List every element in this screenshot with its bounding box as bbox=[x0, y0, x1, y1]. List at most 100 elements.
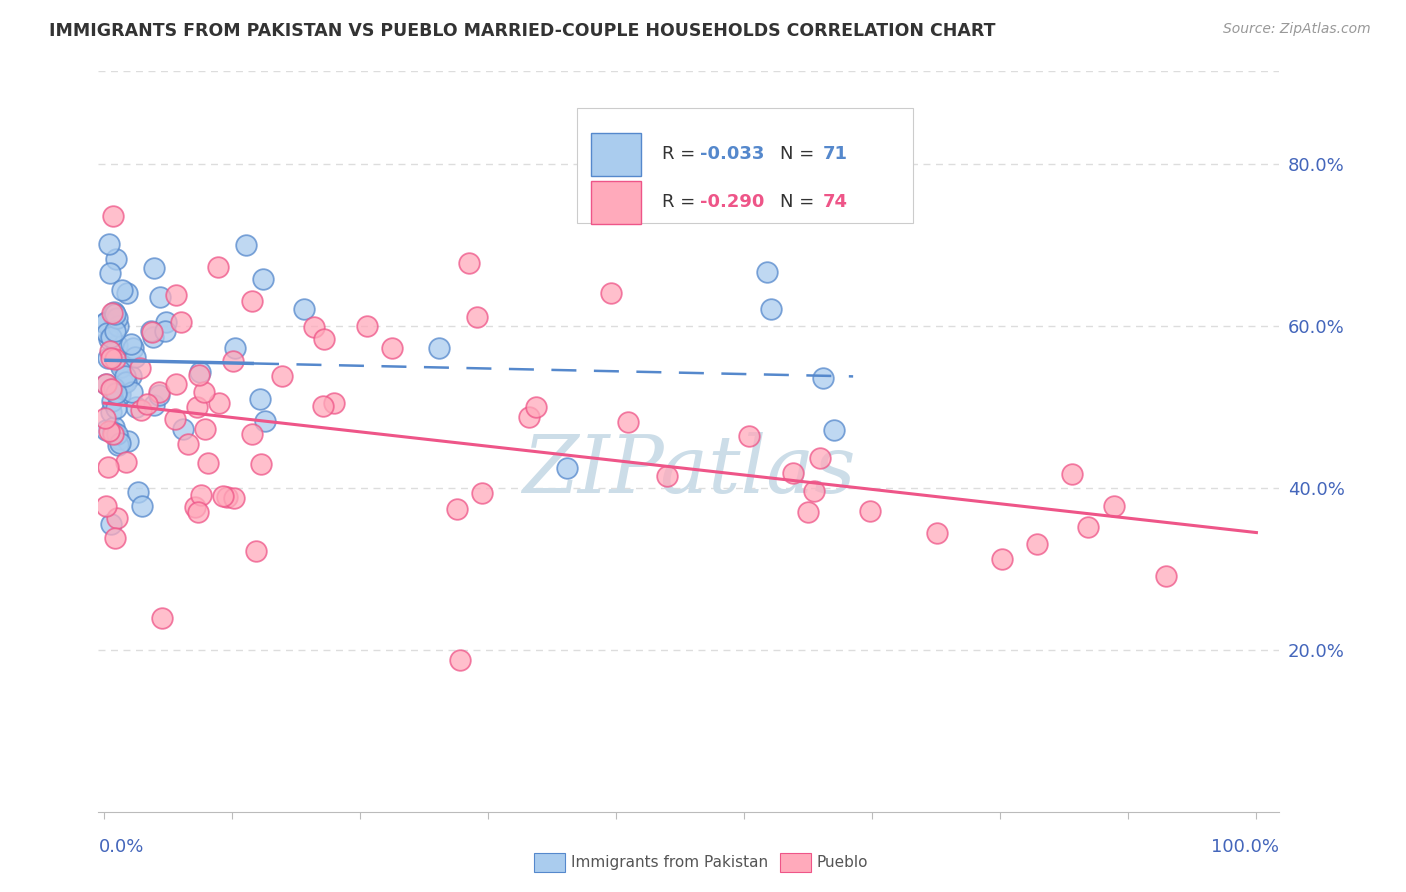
Text: -0.033: -0.033 bbox=[700, 145, 763, 163]
Point bbox=[1154, 569, 1177, 583]
Point bbox=[94, 377, 117, 392]
Point bbox=[104, 401, 127, 415]
Point bbox=[128, 361, 150, 376]
Point bbox=[103, 382, 125, 396]
Point bbox=[165, 376, 187, 391]
Point bbox=[111, 283, 134, 297]
Point bbox=[148, 385, 170, 400]
Point bbox=[1077, 520, 1099, 534]
Point bbox=[240, 427, 263, 442]
Point bbox=[188, 365, 211, 379]
Point bbox=[94, 500, 117, 514]
Point bbox=[104, 531, 127, 545]
Point bbox=[101, 306, 124, 320]
Point bbox=[165, 412, 187, 426]
Point bbox=[129, 403, 152, 417]
Point bbox=[120, 336, 142, 351]
Point bbox=[98, 424, 121, 438]
Point bbox=[240, 293, 263, 308]
Bar bbox=[591, 133, 641, 176]
Point bbox=[143, 260, 166, 275]
Point bbox=[124, 400, 146, 414]
Point bbox=[100, 351, 122, 365]
Point bbox=[104, 324, 127, 338]
Text: R =: R = bbox=[662, 194, 700, 211]
Point bbox=[323, 395, 346, 409]
Point bbox=[449, 653, 471, 667]
Point bbox=[557, 461, 579, 475]
Text: ZIPatlas: ZIPatlas bbox=[522, 433, 856, 510]
Point bbox=[212, 489, 235, 503]
Text: 74: 74 bbox=[823, 194, 848, 211]
Point bbox=[135, 397, 157, 411]
Point bbox=[165, 288, 187, 302]
Point bbox=[1060, 467, 1083, 482]
Point bbox=[97, 236, 120, 251]
Point bbox=[823, 423, 845, 437]
Point bbox=[94, 317, 117, 331]
Point bbox=[925, 525, 948, 540]
Point bbox=[302, 319, 325, 334]
Point bbox=[107, 437, 129, 451]
Point bbox=[94, 410, 117, 425]
Point bbox=[105, 338, 128, 352]
Point bbox=[782, 467, 804, 481]
Point bbox=[96, 326, 118, 340]
Point bbox=[107, 432, 129, 446]
Point bbox=[149, 290, 172, 304]
Point bbox=[655, 469, 678, 483]
Point bbox=[471, 485, 494, 500]
Point bbox=[312, 332, 335, 346]
Text: R =: R = bbox=[662, 145, 700, 163]
Point bbox=[103, 426, 125, 441]
Point bbox=[517, 409, 540, 424]
Text: N =: N = bbox=[780, 145, 820, 163]
Point bbox=[150, 611, 173, 625]
Point bbox=[107, 384, 129, 399]
Point bbox=[190, 487, 212, 501]
Point bbox=[187, 368, 209, 383]
Point bbox=[197, 456, 219, 470]
Point bbox=[224, 341, 246, 355]
Point bbox=[101, 210, 124, 224]
Point bbox=[105, 311, 128, 326]
Point bbox=[172, 422, 194, 436]
FancyBboxPatch shape bbox=[576, 108, 914, 223]
Point bbox=[120, 368, 142, 383]
Point bbox=[142, 398, 165, 412]
Point bbox=[98, 344, 121, 359]
Point bbox=[97, 460, 120, 475]
Point bbox=[859, 503, 882, 517]
Point bbox=[271, 369, 294, 384]
Point bbox=[170, 315, 193, 329]
Text: Pueblo: Pueblo bbox=[817, 855, 869, 870]
Point bbox=[222, 491, 245, 506]
Point bbox=[193, 385, 215, 400]
Point bbox=[235, 238, 257, 252]
Point bbox=[103, 425, 125, 439]
Point bbox=[121, 384, 143, 399]
Point bbox=[131, 499, 153, 513]
Point bbox=[252, 272, 274, 286]
Point bbox=[117, 434, 139, 448]
Point bbox=[101, 394, 124, 409]
Point bbox=[110, 356, 132, 370]
Point bbox=[245, 543, 267, 558]
Point bbox=[105, 427, 128, 442]
Point bbox=[105, 384, 128, 399]
Point bbox=[115, 375, 138, 389]
Point bbox=[100, 330, 122, 344]
Point bbox=[94, 315, 117, 329]
Point bbox=[122, 341, 145, 355]
Point bbox=[738, 428, 761, 442]
Point bbox=[207, 260, 229, 274]
Point bbox=[100, 382, 122, 396]
Point bbox=[100, 516, 122, 531]
Point bbox=[311, 399, 333, 413]
Point bbox=[103, 420, 125, 434]
Point bbox=[141, 325, 163, 339]
Point bbox=[94, 376, 117, 391]
Point bbox=[103, 312, 125, 326]
Point bbox=[124, 350, 146, 364]
Point bbox=[427, 341, 450, 355]
